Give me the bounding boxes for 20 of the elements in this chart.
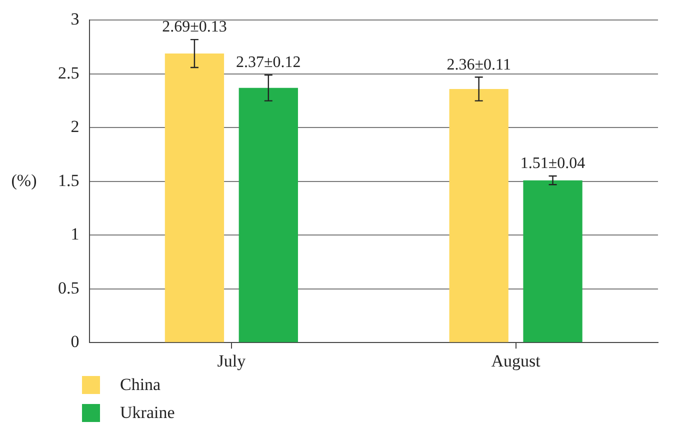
y-tick-label: 3 bbox=[70, 10, 80, 29]
data-label: 2.36±0.11 bbox=[446, 56, 511, 74]
y-tick-label: 1 bbox=[70, 224, 80, 244]
bar bbox=[449, 88, 508, 342]
x-tick-label: August bbox=[491, 351, 541, 370]
bar bbox=[523, 180, 582, 342]
data-label: 1.51±0.04 bbox=[520, 155, 586, 172]
bar bbox=[164, 54, 224, 342]
y-axis-title: (%) bbox=[11, 170, 37, 190]
data-label: 2.69±0.13 bbox=[162, 18, 227, 36]
y-tick-label: 0 bbox=[70, 332, 80, 352]
y-tick-label: 2.5 bbox=[58, 63, 80, 82]
y-tick-label: 2 bbox=[70, 117, 80, 136]
legend-label: Ukraine bbox=[120, 403, 175, 423]
legend-label: China bbox=[120, 375, 161, 395]
y-tick-label: 1.5 bbox=[58, 170, 80, 190]
data-label: 2.37±0.12 bbox=[236, 54, 301, 72]
y-tick-label: 0.5 bbox=[58, 278, 80, 298]
bar bbox=[238, 88, 298, 342]
x-tick-label: July bbox=[217, 351, 246, 370]
